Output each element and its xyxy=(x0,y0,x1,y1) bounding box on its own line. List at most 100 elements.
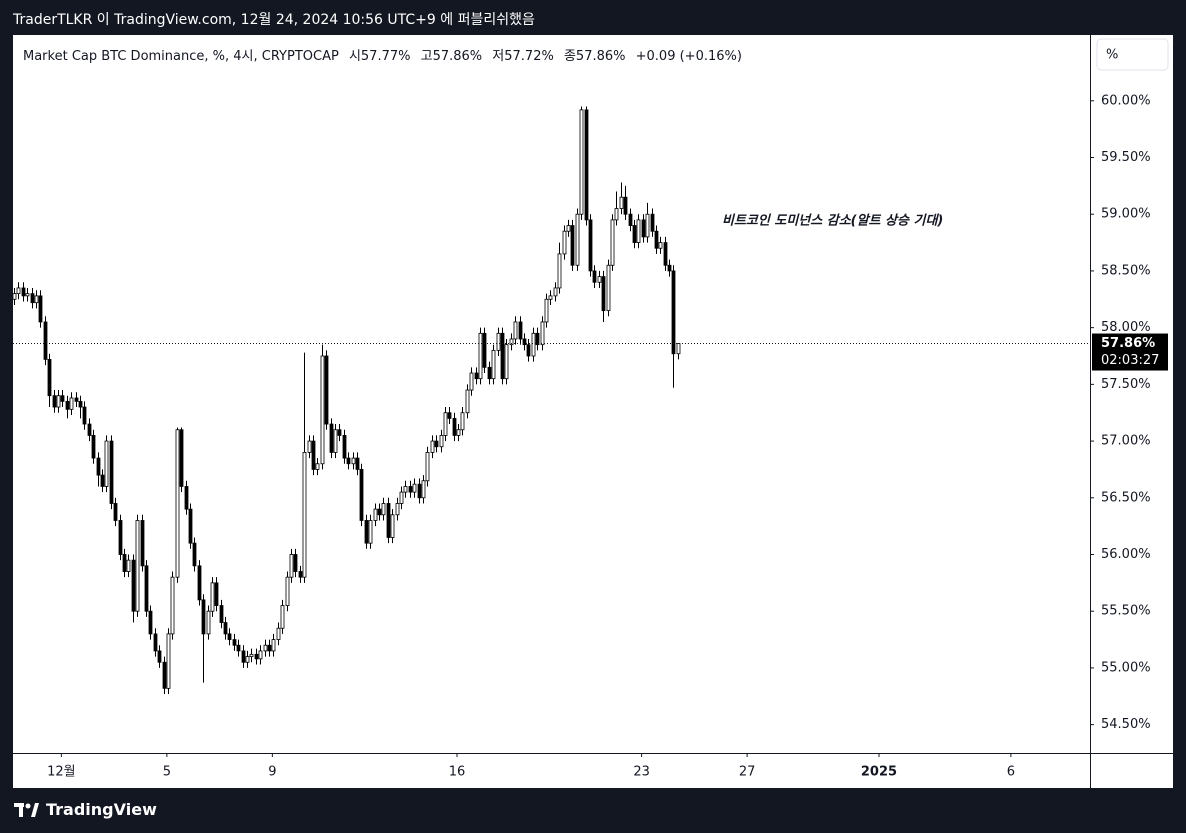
candle-body xyxy=(430,440,435,453)
candle-body xyxy=(456,429,461,436)
y-tick-label: 57.50% xyxy=(1101,377,1151,392)
candle-body xyxy=(614,208,619,221)
y-tick-label: 60.00% xyxy=(1101,93,1151,108)
candle-body xyxy=(219,605,224,623)
candle-body xyxy=(592,270,597,283)
candle-body xyxy=(210,582,215,612)
candle-body xyxy=(131,559,136,612)
candle-body xyxy=(395,503,400,516)
candle-body xyxy=(671,270,676,355)
candle-body xyxy=(201,599,206,635)
candle-body xyxy=(56,395,61,408)
ohlc-high: 고57.86% xyxy=(420,49,483,64)
candle-body xyxy=(148,610,153,635)
candle-body xyxy=(280,605,285,629)
candle-body xyxy=(60,395,65,402)
candle-body xyxy=(469,372,474,391)
candle-body xyxy=(381,503,386,516)
candle-body xyxy=(452,417,457,436)
candle-body xyxy=(271,639,276,652)
candle-body xyxy=(377,508,382,516)
candle-body xyxy=(544,298,549,323)
candle-body xyxy=(245,656,250,663)
last-price-tag xyxy=(1092,333,1168,371)
candle-body xyxy=(562,230,567,255)
candle-body xyxy=(263,644,268,652)
candle-body xyxy=(601,276,606,312)
candle-body xyxy=(654,230,659,249)
candle-body xyxy=(390,514,395,538)
candle-body xyxy=(368,520,373,544)
candle-body xyxy=(496,332,501,351)
chart-panel xyxy=(13,35,1173,788)
candle-body xyxy=(126,559,131,572)
candle-body xyxy=(104,440,109,487)
y-tick-label: 55.50% xyxy=(1101,604,1151,619)
candle-body xyxy=(311,440,316,470)
candle-body xyxy=(302,452,307,578)
candle-body xyxy=(241,650,246,663)
candle-body xyxy=(329,423,334,453)
candle-body xyxy=(346,457,351,465)
candle-body xyxy=(632,225,637,243)
candle-body xyxy=(91,435,96,459)
candle-body xyxy=(610,219,615,266)
candle-body xyxy=(227,633,232,640)
candle-body xyxy=(434,440,439,448)
candle-body xyxy=(386,503,391,538)
candle-body xyxy=(658,242,663,249)
candle-body xyxy=(478,332,483,380)
scale-button-label[interactable]: % xyxy=(1106,48,1118,63)
candle-body xyxy=(96,457,101,476)
candle-body xyxy=(337,429,342,436)
y-tick-label: 58.00% xyxy=(1101,320,1151,335)
candle-body xyxy=(100,474,105,487)
candle-body xyxy=(351,457,356,465)
candle-body xyxy=(584,109,589,221)
y-tick-label: 59.00% xyxy=(1101,207,1151,222)
ohlc-close: 종57.86% xyxy=(563,49,626,64)
candle-body xyxy=(531,332,536,357)
candle-body xyxy=(293,554,298,572)
annotation: 비트코인 도미넌스 감소(알트 상승 기대) xyxy=(722,213,943,229)
y-tick-label: 54.50% xyxy=(1101,717,1151,732)
candle-body xyxy=(52,395,57,408)
candle-body xyxy=(206,610,211,635)
candle-body xyxy=(439,435,444,448)
candle-body xyxy=(43,321,48,360)
candle-body xyxy=(34,295,39,304)
candle-body xyxy=(399,491,404,504)
candle-body xyxy=(324,355,329,425)
candle-body xyxy=(69,397,74,410)
candle-body xyxy=(636,219,641,243)
x-tick-label: 12월 xyxy=(47,765,76,780)
candle-body xyxy=(553,287,558,297)
scale-button[interactable] xyxy=(1096,38,1169,71)
candle-body xyxy=(417,483,422,499)
candle-body xyxy=(548,295,553,300)
x-tick-label: 23 xyxy=(633,765,650,780)
candle-body xyxy=(355,457,360,470)
x-tick-label: 6 xyxy=(1007,765,1015,780)
candle-body xyxy=(179,429,184,487)
candle-body xyxy=(474,372,479,380)
candle-body xyxy=(645,213,650,238)
candle-body xyxy=(315,463,320,470)
candle-body xyxy=(232,639,237,646)
candle-body xyxy=(575,213,580,266)
candle-body xyxy=(408,486,413,493)
candle-body xyxy=(487,366,492,380)
candle-body xyxy=(78,400,83,408)
candle-body xyxy=(465,389,470,414)
candle-body xyxy=(135,520,140,612)
candle-body xyxy=(285,576,290,606)
candle-body xyxy=(373,508,378,521)
candle-body xyxy=(579,109,584,215)
candle-body xyxy=(518,321,523,340)
candle-body xyxy=(641,219,646,238)
candle-body xyxy=(254,653,259,660)
candle-body xyxy=(276,627,281,640)
x-tick-label: 9 xyxy=(268,765,276,780)
candle-body xyxy=(122,554,127,572)
candle-body xyxy=(258,650,263,660)
